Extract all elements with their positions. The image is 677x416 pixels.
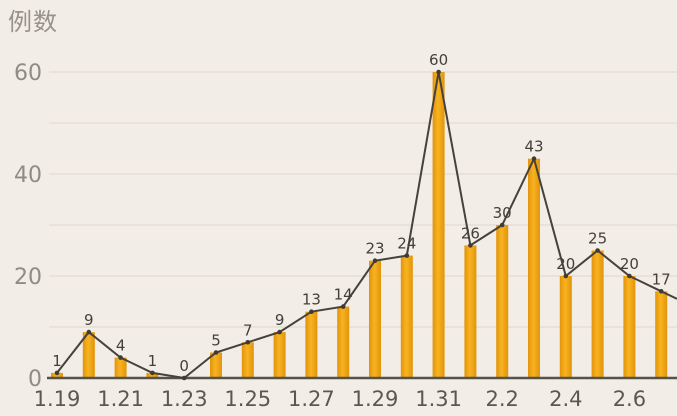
bar [82, 332, 95, 378]
x-tick-label: 2.2 [485, 387, 518, 411]
value-label: 23 [365, 240, 384, 258]
value-label: 17 [652, 270, 671, 288]
value-label: 5 [211, 332, 221, 350]
bar [51, 372, 63, 378]
bar [528, 158, 540, 378]
value-label: 30 [493, 204, 512, 222]
data-point-marker [468, 243, 473, 248]
x-tick-label: 1.27 [288, 387, 335, 411]
value-label: 25 [588, 230, 607, 248]
data-point-marker [213, 350, 219, 355]
y-tick-label: 20 [14, 265, 42, 290]
value-label: 1 [52, 352, 62, 370]
value-label: 9 [275, 311, 285, 329]
bar [337, 306, 350, 378]
value-label: 24 [397, 235, 416, 253]
data-point-marker [118, 355, 123, 360]
value-label: 43 [524, 138, 543, 156]
x-tick-label: 1.21 [97, 387, 144, 411]
data-point-marker [340, 304, 346, 309]
x-tick-label: 1.19 [34, 387, 81, 411]
data-point-marker [150, 370, 155, 376]
value-label: 20 [620, 255, 639, 273]
bar [655, 291, 668, 378]
bar [369, 260, 381, 378]
bar [273, 332, 286, 378]
y-tick-label: 60 [14, 61, 42, 86]
value-label: 9 [84, 311, 94, 329]
x-tick-label: 1.25 [224, 387, 271, 411]
data-point-marker [277, 329, 282, 335]
value-label: 0 [179, 357, 189, 375]
bar [241, 342, 254, 378]
data-point-marker [372, 258, 378, 264]
bar [146, 372, 159, 378]
data-point-marker [86, 329, 92, 335]
bar [623, 276, 636, 378]
data-point-marker [595, 248, 600, 253]
x-tick-label: 2.4 [549, 387, 582, 411]
bar [432, 72, 445, 378]
data-point-marker [245, 340, 251, 345]
data-point-marker [54, 370, 60, 376]
bar [114, 357, 127, 378]
value-label: 60 [429, 51, 448, 69]
bar [591, 250, 604, 378]
bar [496, 225, 509, 378]
x-tick-label: 2.6 [613, 387, 646, 411]
bar [400, 255, 413, 378]
y-axis-title: 例数 [8, 8, 58, 36]
data-point-marker [499, 222, 505, 228]
y-tick-label: 0 [28, 367, 42, 392]
x-tick-label: 1.23 [161, 387, 208, 411]
bar [305, 311, 318, 378]
value-label: 20 [556, 255, 575, 273]
data-point-marker [658, 289, 664, 294]
data-point-marker [563, 273, 569, 279]
x-tick-label: 1.29 [352, 387, 399, 411]
data-point-marker [531, 156, 537, 161]
value-label: 1 [148, 352, 158, 370]
value-label: 7 [243, 321, 253, 339]
data-point-marker [181, 375, 187, 381]
data-point-marker [404, 253, 410, 258]
value-label: 14 [334, 286, 353, 304]
value-label: 26 [461, 224, 480, 242]
bar [559, 276, 572, 378]
data-point-marker [627, 273, 632, 279]
x-tick-label: 1.31 [415, 387, 462, 411]
data-point-marker [309, 309, 314, 315]
value-label: 13 [302, 291, 321, 309]
bar [210, 352, 222, 378]
data-point-marker [436, 69, 441, 75]
bar [464, 245, 477, 378]
value-label: 4 [116, 337, 126, 355]
y-tick-label: 40 [14, 163, 42, 188]
